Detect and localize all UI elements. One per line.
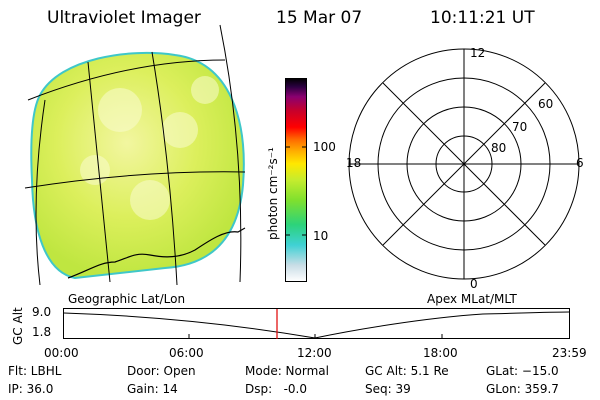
mlt-label-6: 6 bbox=[576, 156, 584, 170]
geographic-label: Geographic Lat/Lon bbox=[68, 292, 186, 306]
status-gc-alt: GC Alt: 5.1 Re bbox=[365, 364, 449, 378]
status-gain: Gain: 14 bbox=[127, 382, 178, 396]
lat-label-60: 60 bbox=[538, 97, 554, 111]
altitude-timeline[interactable] bbox=[63, 308, 573, 340]
status-glon: GLon: 359.7 bbox=[486, 382, 559, 396]
timeline-xtick-2359: 23:59 bbox=[552, 346, 587, 360]
colorbar-unit-label: photon cm⁻²s⁻¹ bbox=[266, 147, 280, 240]
apex-polar-plot bbox=[348, 48, 580, 280]
status-seq: Seq: 39 bbox=[365, 382, 411, 396]
mlt-label-12: 12 bbox=[470, 46, 486, 60]
timeline-y-label: GC Alt bbox=[11, 307, 25, 345]
lat-label-70: 70 bbox=[512, 120, 528, 134]
status-door: Door: Open bbox=[127, 364, 196, 378]
colorbar bbox=[285, 78, 307, 282]
lat-label-80: 80 bbox=[491, 141, 507, 155]
timeline-xtick-1200: 12:00 bbox=[297, 346, 332, 360]
mlt-label-18: 18 bbox=[346, 156, 362, 170]
apex-label: Apex MLat/MLT bbox=[427, 292, 517, 306]
observation-date: 15 Mar 07 bbox=[276, 8, 363, 28]
timeline-xtick-1800: 18:00 bbox=[423, 346, 458, 360]
instrument-title: Ultraviolet Imager bbox=[47, 8, 201, 28]
timeline-ytick-max: 9.0 bbox=[32, 305, 52, 319]
timeline-ytick-min: 1.8 bbox=[32, 325, 52, 339]
timeline-xtick-0600: 06:00 bbox=[169, 346, 204, 360]
colorbar-tick-10: 10 bbox=[313, 229, 329, 243]
status-glat: GLat: −15.0 bbox=[486, 364, 559, 378]
status-ip: IP: 36.0 bbox=[8, 382, 54, 396]
mlt-label-0: 0 bbox=[470, 277, 478, 291]
coastline bbox=[67, 227, 246, 279]
observation-time: 10:11:21 UT bbox=[430, 8, 535, 28]
lat-lon-grid bbox=[24, 24, 246, 286]
uv-disk bbox=[30, 51, 245, 280]
status-mode: Mode: Normal bbox=[245, 364, 329, 378]
status-dsp: Dsp: -0.0 bbox=[245, 382, 308, 396]
timeline-xtick-0000: 00:00 bbox=[44, 346, 79, 360]
colorbar-tick-100: 100 bbox=[313, 140, 336, 154]
status-filter: Flt: LBHL bbox=[8, 364, 62, 378]
